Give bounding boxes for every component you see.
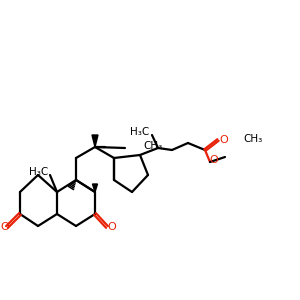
Text: CH₃: CH₃: [243, 134, 262, 144]
Text: O: O: [210, 155, 218, 165]
Text: O: O: [1, 222, 9, 232]
Text: CH₃: CH₃: [143, 141, 162, 151]
Text: H₃C: H₃C: [29, 167, 48, 177]
Text: H₃C: H₃C: [130, 127, 149, 137]
Polygon shape: [92, 135, 98, 147]
Text: O: O: [108, 222, 116, 232]
Polygon shape: [92, 184, 98, 192]
Text: O: O: [220, 135, 228, 145]
